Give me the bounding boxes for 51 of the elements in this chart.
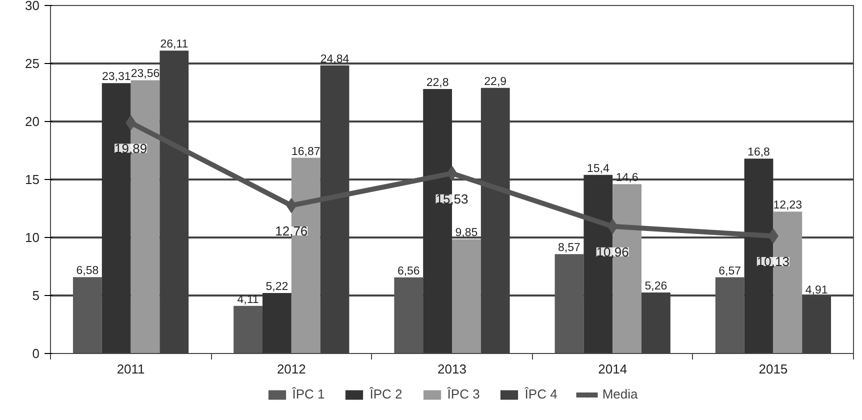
data-label: 23,31 — [102, 71, 131, 84]
data-label: 19,89 — [114, 140, 148, 156]
data-label: 12,23 — [773, 200, 802, 212]
data-label: 10,13 — [756, 254, 790, 269]
y-tick-label: 20 — [25, 114, 40, 129]
data-label: 4,11 — [237, 294, 259, 306]
data-label: 5,26 — [644, 280, 668, 292]
data-label: 6,58 — [76, 265, 99, 278]
y-tick-label: 25 — [25, 56, 40, 71]
x-tick-label: 2014 — [598, 362, 628, 376]
point — [446, 166, 458, 181]
bar — [452, 239, 481, 354]
bar — [715, 277, 744, 354]
bar — [394, 277, 424, 354]
y-tick-label: 15 — [25, 172, 40, 187]
data-label: 23,56 — [130, 68, 160, 80]
x-tick-label: 2013 — [438, 362, 466, 376]
data-label: 12,76 — [275, 223, 308, 238]
bar — [72, 277, 102, 354]
legend-label: ÎPC 3 — [447, 386, 480, 402]
data-label: 10,96 — [596, 244, 629, 260]
data-label: 22,9 — [484, 76, 507, 88]
x-tick-label: 2012 — [276, 362, 306, 376]
data-label: 8,57 — [558, 242, 580, 254]
x-tick-label: 2015 — [758, 362, 788, 376]
x-tick-label: 2011 — [116, 362, 145, 376]
data-label: 16,87 — [291, 146, 320, 158]
data-label: 15,53 — [436, 191, 468, 206]
bar — [234, 306, 262, 354]
data-label: 5,22 — [266, 280, 288, 293]
legend-label: ÎPC 2 — [370, 386, 402, 402]
bar — [262, 292, 292, 354]
data-label: 26,11 — [160, 38, 188, 51]
data-label: 24,84 — [320, 53, 350, 66]
data-label: 15,4 — [586, 162, 610, 175]
legend-label: ÎPC 4 — [524, 386, 558, 402]
legend-label: ÎPC 1 — [292, 386, 325, 402]
data-label: 22,8 — [426, 77, 449, 90]
bar — [554, 254, 584, 354]
y-tick-label: 0 — [32, 346, 40, 361]
point — [286, 198, 297, 213]
y-tick-label: 10 — [25, 230, 40, 245]
y-tick-label: 30 — [25, 0, 40, 13]
point — [607, 218, 618, 234]
legend-label: Media — [602, 386, 638, 402]
data-label: 6,56 — [397, 265, 420, 278]
data-label: 4,91 — [805, 284, 828, 297]
y-tick-label: 5 — [32, 288, 40, 303]
data-label: 6,57 — [718, 265, 742, 278]
data-label: 9,85 — [455, 227, 478, 240]
data-label: 16,8 — [748, 146, 770, 159]
